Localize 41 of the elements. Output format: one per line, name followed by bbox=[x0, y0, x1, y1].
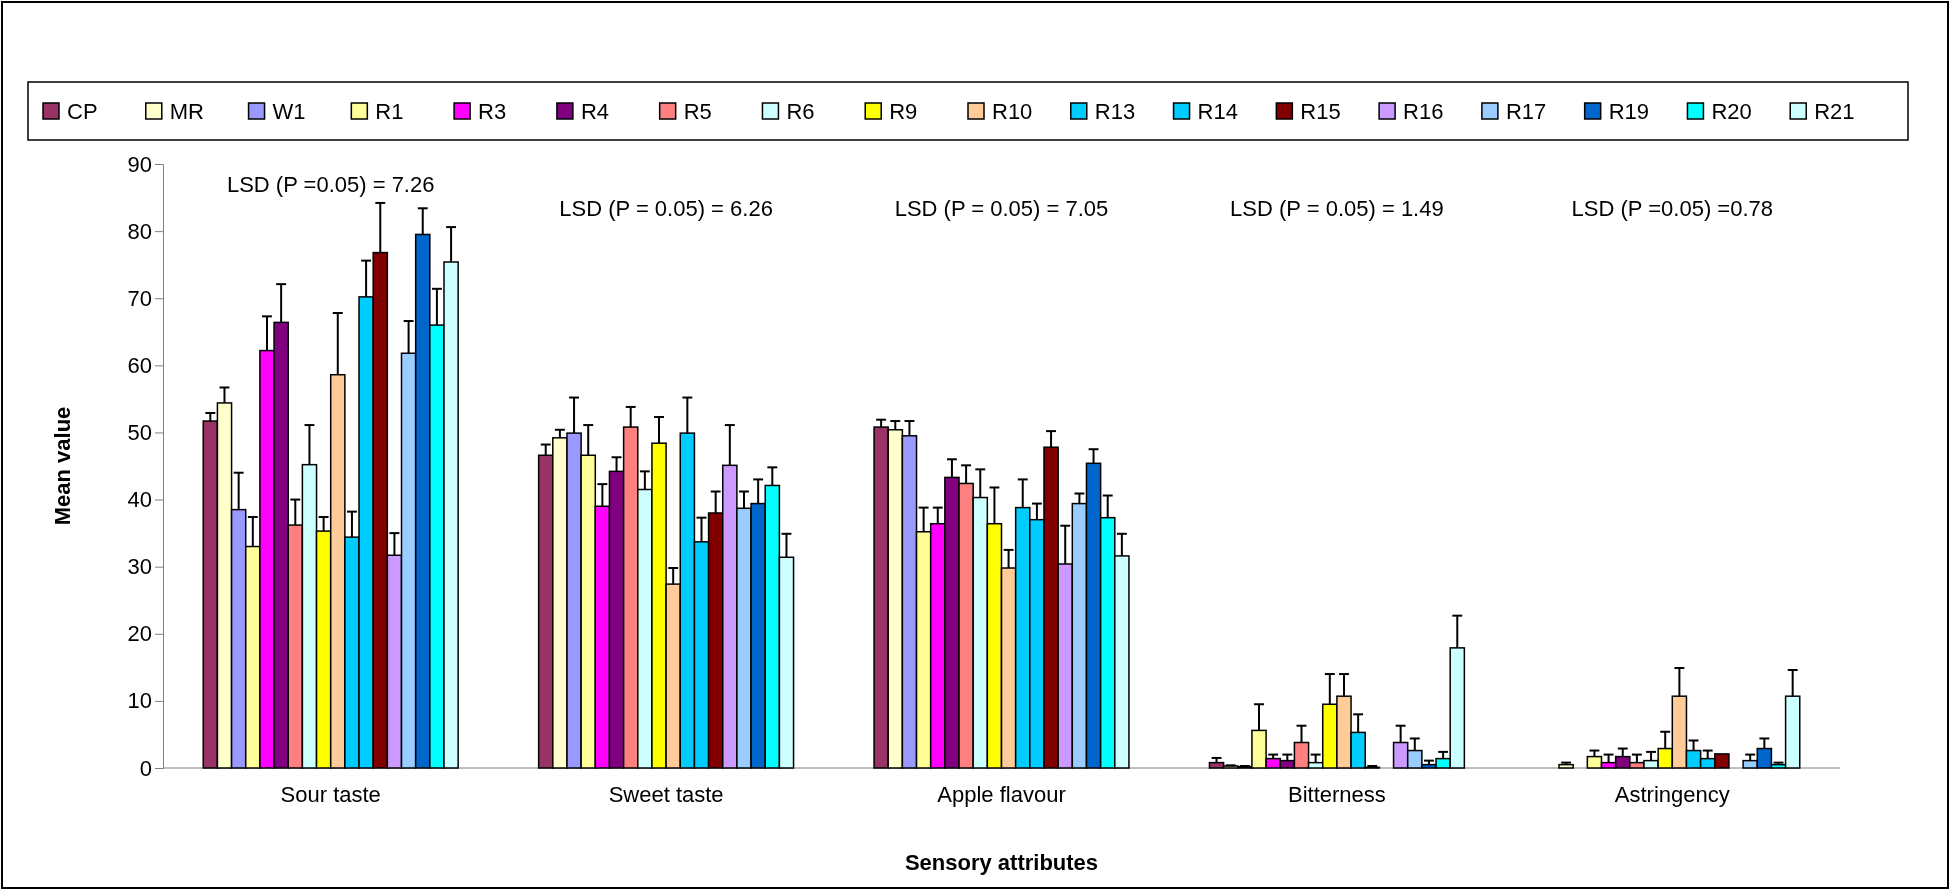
y-tick-label: 70 bbox=[127, 285, 152, 311]
legend-label: R17 bbox=[1505, 99, 1547, 124]
x-tick-label: Bitterness bbox=[1287, 781, 1386, 807]
y-tick-label: 10 bbox=[127, 688, 152, 714]
legend-label: R13 bbox=[1094, 99, 1136, 124]
y-tick-label: 30 bbox=[127, 554, 152, 580]
legend-label: R9 bbox=[889, 99, 918, 124]
x-axis-title: Sensory attributes bbox=[904, 850, 1099, 875]
x-tick-label: Apple flavour bbox=[937, 781, 1066, 807]
legend-label: R19 bbox=[1608, 99, 1650, 124]
legend-label: W1 bbox=[272, 99, 306, 124]
legend-label: R16 bbox=[1403, 99, 1444, 124]
annotation: LSD (P = 0.05) = 6.26 bbox=[559, 196, 773, 221]
annotation: LSD (P = 0.05) = 1.49 bbox=[1230, 196, 1444, 221]
legend-label: R5 bbox=[683, 99, 712, 124]
legend-label: MR bbox=[169, 99, 204, 124]
legend-label: R6 bbox=[786, 99, 815, 124]
legend-label: R1 bbox=[375, 99, 404, 124]
legend-label: R4 bbox=[580, 99, 610, 124]
x-tick-label: Sweet taste bbox=[608, 781, 724, 807]
legend-label: R21 bbox=[1814, 99, 1855, 124]
y-tick-label: 20 bbox=[127, 621, 152, 647]
y-tick-label: 40 bbox=[127, 487, 152, 513]
y-axis-title: Mean value bbox=[50, 406, 75, 526]
y-tick-label: 50 bbox=[127, 419, 152, 445]
legend-label: CP bbox=[67, 99, 98, 124]
annotation: LSD (P =0.05) = 7.26 bbox=[226, 172, 435, 197]
y-tick-label: 80 bbox=[127, 218, 152, 244]
y-tick-label: 0 bbox=[139, 755, 152, 781]
y-tick-label: 90 bbox=[127, 151, 152, 177]
legend-label: R15 bbox=[1300, 99, 1341, 124]
legend-label: R14 bbox=[1197, 99, 1238, 124]
legend-label: R20 bbox=[1711, 99, 1752, 124]
legend-label: R10 bbox=[992, 99, 1033, 124]
x-tick-label: Astringency bbox=[1614, 781, 1730, 807]
x-tick-label: Sour taste bbox=[280, 781, 381, 807]
legend-label: R3 bbox=[478, 99, 507, 124]
annotation: LSD (P = 0.05) = 7.05 bbox=[894, 196, 1109, 221]
bar bbox=[1558, 763, 1574, 769]
annotation: LSD (P =0.05) =0.78 bbox=[1571, 196, 1773, 221]
y-tick-label: 60 bbox=[127, 352, 152, 378]
